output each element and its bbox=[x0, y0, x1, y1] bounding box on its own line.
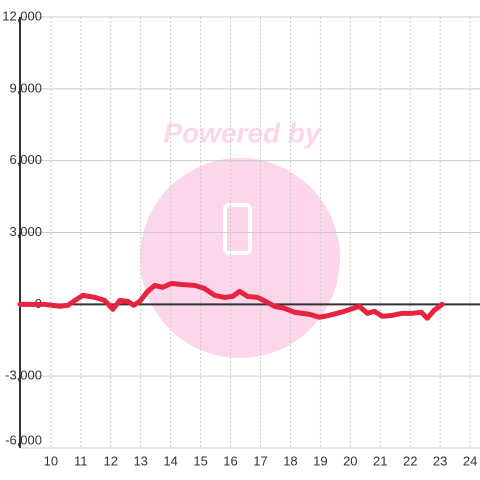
y-tick-label: 9,000 bbox=[9, 80, 42, 95]
watermark-icon bbox=[223, 203, 252, 255]
y-tick-label: -6,000 bbox=[5, 432, 42, 447]
x-tick-label: 23 bbox=[433, 453, 447, 468]
y-tick-label: 6,000 bbox=[9, 152, 42, 167]
x-tick-label: 18 bbox=[283, 453, 297, 468]
y-tick-label: 12,000 bbox=[2, 8, 42, 23]
y-tick-label: 3,000 bbox=[9, 224, 42, 239]
x-tick-label: 19 bbox=[313, 453, 327, 468]
x-tick-label: 16 bbox=[223, 453, 237, 468]
x-tick-label: 21 bbox=[373, 453, 387, 468]
series-line bbox=[17, 280, 445, 321]
watermark-circle bbox=[140, 158, 340, 358]
x-tick-label: 20 bbox=[343, 453, 357, 468]
watermark-text: Powered by bbox=[163, 117, 322, 148]
y-tick-label: -3,000 bbox=[5, 368, 42, 383]
x-tick-label: 17 bbox=[253, 453, 267, 468]
x-tick-label: 15 bbox=[193, 453, 207, 468]
x-tick-label: 24 bbox=[463, 453, 477, 468]
x-tick-label: 13 bbox=[133, 453, 147, 468]
x-tick-label: 12 bbox=[104, 453, 118, 468]
x-tick-label: 14 bbox=[163, 453, 177, 468]
x-tick-label: 10 bbox=[44, 453, 58, 468]
x-tick-label: 22 bbox=[403, 453, 417, 468]
x-tick-label: 11 bbox=[74, 453, 88, 468]
